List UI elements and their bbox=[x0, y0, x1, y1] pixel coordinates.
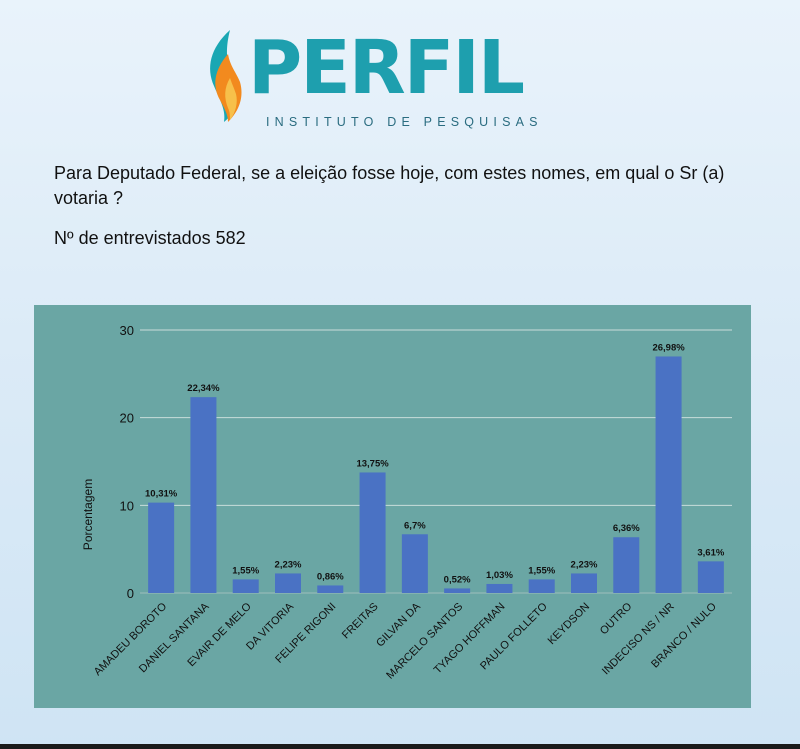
chart-panel: 0 10 20 30 Porcentagem 10,31% AMADEU BOROTO 22,… bbox=[34, 305, 751, 708]
data-label: 1,03% bbox=[486, 570, 513, 581]
bar bbox=[275, 573, 301, 593]
bar bbox=[401, 534, 428, 593]
data-label: 26,98% bbox=[652, 342, 685, 353]
bottom-border bbox=[0, 744, 800, 749]
bar bbox=[359, 472, 386, 593]
category-label: FREITAS bbox=[340, 601, 381, 642]
data-label: 22,34% bbox=[187, 383, 220, 394]
bar-chart: 0 10 20 30 Porcentagem 10,31% AMADEU BOROTO 22,… bbox=[81, 323, 732, 682]
data-label: 10,31% bbox=[145, 489, 178, 500]
bar bbox=[571, 573, 597, 593]
data-label: 13,75% bbox=[356, 458, 389, 469]
bar bbox=[697, 561, 724, 593]
logo: PERFIL INSTITUTO DE PESQUISAS bbox=[200, 24, 560, 139]
bar bbox=[486, 583, 513, 593]
bar bbox=[317, 585, 344, 593]
bar bbox=[190, 397, 217, 593]
bar bbox=[148, 502, 175, 593]
category-label: KEYDSON bbox=[546, 601, 593, 648]
category-label: AMADEU BOROTO bbox=[92, 600, 170, 678]
data-label: 6,7% bbox=[404, 520, 426, 531]
sample-size: Nº de entrevistados 582 bbox=[54, 228, 246, 248]
y-tick-label: 0 bbox=[127, 586, 134, 601]
y-tick-label: 20 bbox=[120, 411, 134, 426]
data-label: 1,55% bbox=[528, 565, 555, 576]
category-label: OUTRO bbox=[598, 600, 635, 637]
bar bbox=[232, 579, 259, 593]
flame-icon bbox=[210, 30, 242, 122]
logo-subtitle: INSTITUTO DE PESQUISAS bbox=[266, 115, 543, 129]
data-label: 0,52% bbox=[444, 574, 471, 585]
survey-question: Para Deputado Federal, se a eleição foss… bbox=[54, 163, 725, 208]
category-label: DANIEL SANTANA bbox=[137, 600, 212, 675]
data-label: 1,55% bbox=[232, 565, 259, 576]
bar bbox=[528, 579, 555, 593]
bar bbox=[613, 537, 640, 593]
logo-name: PERFIL bbox=[248, 25, 525, 111]
category-label: INDECISO NS / NR bbox=[600, 601, 677, 678]
y-tick-label: 10 bbox=[120, 498, 134, 513]
data-label: 6,36% bbox=[613, 523, 640, 534]
data-label: 2,23% bbox=[571, 559, 598, 570]
y-tick-label: 30 bbox=[120, 323, 134, 338]
bar bbox=[655, 356, 682, 593]
bar bbox=[444, 588, 471, 593]
data-label: 2,23% bbox=[275, 559, 302, 570]
data-label: 3,61% bbox=[697, 547, 724, 558]
data-label: 0,86% bbox=[317, 571, 344, 582]
y-axis-label: Porcentagem bbox=[81, 479, 95, 550]
category-label: TYAGO HOFFMAN bbox=[432, 601, 508, 677]
category-label: MARCELO SANTOS bbox=[384, 601, 465, 682]
